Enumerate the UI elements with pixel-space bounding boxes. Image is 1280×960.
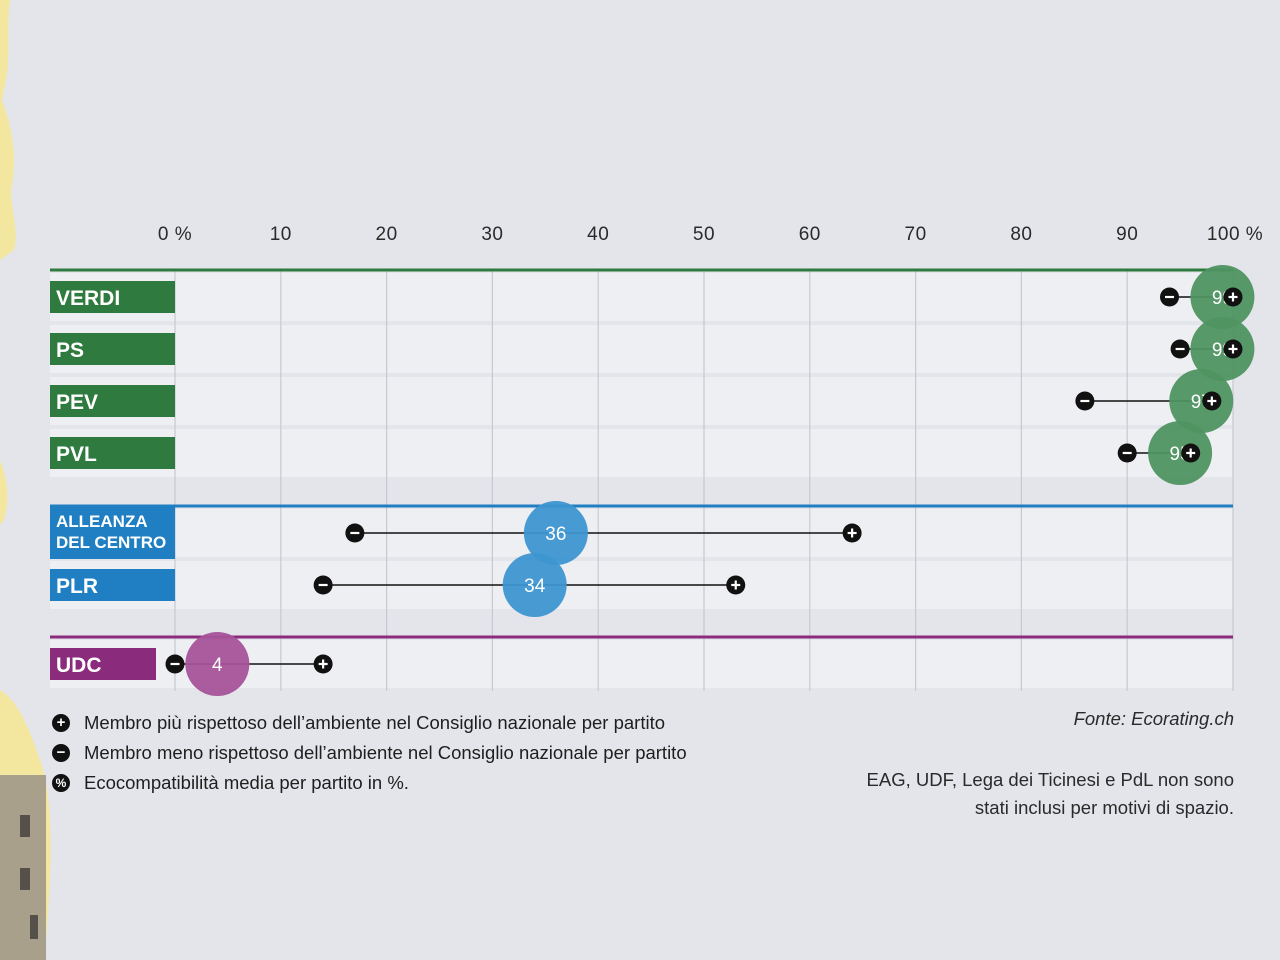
footnote: EAG, UDF, Lega dei Ticinesi e PdL non so… [866, 769, 1234, 818]
average-label: 34 [524, 576, 546, 597]
average-dot [1148, 421, 1213, 485]
party-label: PLR [56, 575, 98, 598]
x-tick-label: 50 [693, 224, 715, 245]
average-dot [1190, 317, 1255, 381]
party-label: PEV [56, 391, 98, 414]
average-dot [1169, 369, 1234, 433]
party-label-box [50, 648, 156, 680]
x-tick-label: 60 [799, 224, 821, 245]
party-label: PS [56, 339, 84, 362]
plus-icon: + [52, 714, 70, 732]
average-dot [502, 553, 567, 617]
x-tick-label: 70 [905, 224, 927, 245]
party-label: DEL CENTRO [56, 533, 166, 552]
row-band [50, 377, 1233, 425]
average-dot [523, 501, 588, 565]
party-label-box [50, 333, 175, 365]
x-tick-label: 10 [270, 224, 292, 245]
average-label: 4 [212, 655, 223, 676]
average-dot [185, 632, 250, 696]
legend-item-plus: + Membro più rispettoso dell’ambiente ne… [52, 708, 687, 738]
average-label: 36 [545, 524, 566, 545]
party-label-box [50, 281, 175, 313]
x-tick-label: 20 [376, 224, 398, 245]
party-label: ALLEANZA [56, 512, 148, 531]
x-tick-label: 0 % [158, 224, 192, 245]
x-tick-label: 30 [481, 224, 503, 245]
legend-minus-text: Membro meno rispettoso dell’ambiente nel… [84, 742, 687, 763]
legend-percent-text: Ecocompatibilità media per partito in %. [84, 772, 409, 793]
legend: + Membro più rispettoso dell’ambiente ne… [52, 708, 687, 798]
party-label-box [50, 507, 175, 559]
party-label-box [50, 385, 175, 417]
legend-item-minus: − Membro meno rispettoso dell’ambiente n… [52, 738, 687, 768]
decorative-paper-edge [0, 0, 51, 960]
party-label-box [50, 569, 175, 601]
row-band [50, 325, 1233, 373]
source-text: Fonte: Ecorating.ch [1073, 708, 1234, 729]
legend-item-percent: % Ecocompatibilità media per partito in … [52, 768, 687, 798]
x-tick-label: 40 [587, 224, 609, 245]
party-label: PVL [56, 443, 97, 466]
x-tick-label: 80 [1010, 224, 1032, 245]
party-label: UDC [56, 654, 102, 677]
row-band [50, 429, 1233, 477]
percent-icon: % [52, 774, 70, 792]
row-band [50, 273, 1233, 321]
x-tick-label: 100 % [1207, 224, 1263, 245]
average-dot [1190, 265, 1255, 329]
legend-plus-text: Membro più rispettoso dell’ambiente nel … [84, 712, 666, 733]
minus-icon: − [52, 744, 70, 762]
party-label: VERDI [56, 287, 120, 310]
x-tick-label: 90 [1116, 224, 1138, 245]
party-label-box [50, 437, 175, 469]
building-image [0, 775, 46, 960]
